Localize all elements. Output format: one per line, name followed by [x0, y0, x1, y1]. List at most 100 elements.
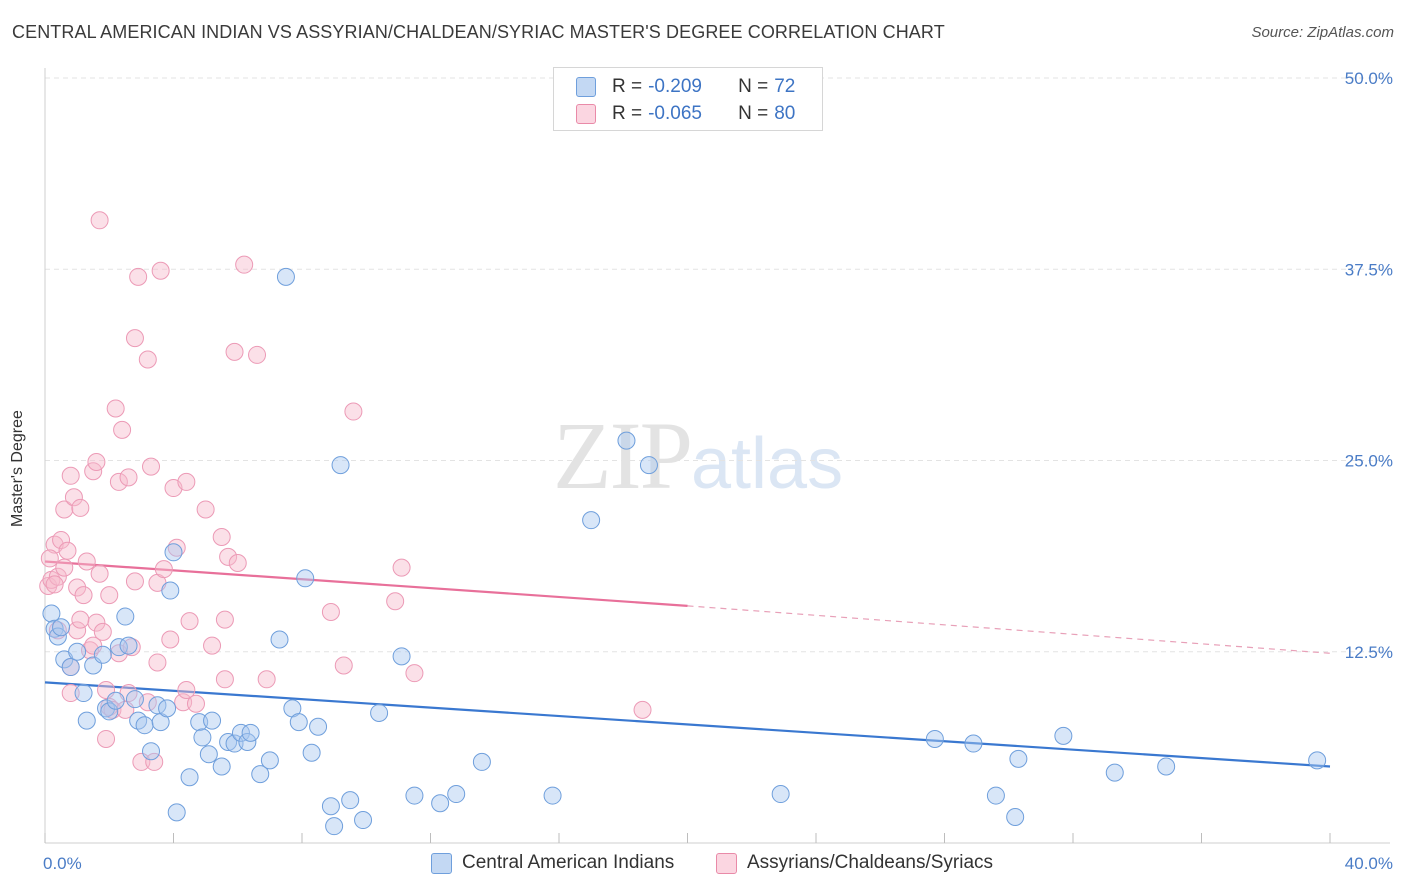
- pink-point: [633, 700, 652, 719]
- pink-point: [148, 653, 167, 672]
- bottom-legend-pink: Assyrians/Chaldeans/Syriacs: [716, 852, 993, 874]
- pink-point: [177, 472, 196, 491]
- blue-point: [93, 645, 112, 664]
- blue-point: [193, 728, 212, 747]
- pink-point: [142, 457, 161, 476]
- pink-point: [215, 670, 234, 689]
- blue-point: [225, 734, 244, 753]
- blue-point: [543, 786, 562, 805]
- y-tick-label: 50.0%: [1345, 69, 1393, 88]
- blue-point: [212, 757, 231, 776]
- blue-point: [61, 658, 80, 677]
- blue-point: [241, 723, 260, 742]
- blue-point: [135, 716, 154, 735]
- pink-point: [74, 586, 93, 605]
- pink-point: [151, 261, 170, 280]
- correlation-legend: R = -0.209 N = 72 R = -0.065 N = 80: [553, 67, 823, 131]
- pink-point: [45, 575, 64, 594]
- pink-point: [55, 558, 74, 577]
- blue-point: [251, 765, 270, 784]
- watermark-zip: ZIP: [553, 402, 693, 509]
- pink-point: [90, 211, 109, 230]
- legend-row-pink: R = -0.065 N = 80: [576, 101, 795, 127]
- pink-point: [84, 636, 103, 655]
- pink-point: [186, 694, 205, 713]
- pink-point: [257, 670, 276, 689]
- trend-lines: [44, 560, 1331, 768]
- bottom-legend-label-pink: Assyrians/Chaldeans/Syriacs: [747, 852, 994, 873]
- blue-point: [161, 581, 180, 600]
- pink-point: [203, 636, 222, 655]
- blue-point: [199, 745, 218, 764]
- blue-point: [219, 733, 238, 752]
- blue-point: [296, 569, 315, 588]
- pink-point: [321, 602, 340, 621]
- blue-point: [771, 785, 790, 804]
- pink-point: [48, 621, 67, 640]
- blue-trend-line: [44, 681, 1331, 768]
- pink-point: [177, 681, 196, 699]
- blue-point: [74, 684, 93, 703]
- blue-point: [1157, 757, 1176, 776]
- bottom-legend-swatch-blue: [431, 852, 452, 874]
- blue-point: [1006, 807, 1025, 826]
- legend-n-label: N =: [738, 76, 769, 97]
- pink-point: [125, 572, 144, 591]
- pink-point: [334, 656, 353, 675]
- blue-point: [964, 734, 983, 753]
- chart-title: CENTRAL AMERICAN INDIAN VS ASSYRIAN/CHAL…: [12, 22, 945, 42]
- blue-point: [1054, 726, 1073, 745]
- pink-point: [93, 622, 112, 641]
- blue-point: [231, 723, 250, 742]
- blue-point: [472, 752, 491, 771]
- legend-r-label: R =: [612, 103, 643, 124]
- blue-point: [125, 690, 144, 709]
- blue-point: [129, 711, 148, 730]
- pink-point: [125, 329, 144, 348]
- pink-point: [386, 592, 405, 611]
- pink-point: [196, 500, 215, 519]
- pink-point: [235, 255, 254, 274]
- pink-point: [77, 552, 96, 571]
- blue-point: [158, 699, 177, 718]
- legend-swatch-pink: [576, 104, 596, 124]
- blue-point: [190, 713, 209, 732]
- pink-trend-line: [44, 560, 688, 607]
- pink-point: [161, 630, 180, 649]
- pink-point: [180, 612, 199, 631]
- y-tick-label: 37.5%: [1345, 260, 1393, 279]
- watermark: ZIPatlas: [553, 400, 843, 511]
- blue-point: [167, 803, 186, 822]
- legend-r-label: R =: [612, 76, 643, 97]
- legend-r-value: -0.209: [648, 76, 702, 97]
- blue-point: [142, 742, 161, 761]
- pink-point: [212, 528, 231, 546]
- blue-point: [42, 604, 61, 623]
- pink-point: [405, 664, 424, 683]
- pink-point: [215, 610, 234, 629]
- blue-point: [354, 811, 373, 830]
- pink-point: [129, 267, 148, 286]
- blue-point: [431, 794, 450, 813]
- blue-point: [68, 642, 87, 661]
- blue-point: [341, 791, 360, 810]
- pink-point: [90, 564, 109, 583]
- blue-point: [331, 456, 350, 475]
- pink-point: [68, 578, 87, 597]
- blue-point: [270, 630, 289, 649]
- blue-point: [321, 797, 340, 816]
- x-tick-label: 40.0%: [1345, 854, 1393, 873]
- blue-point: [77, 711, 96, 730]
- pink-point: [71, 610, 90, 629]
- blue-point: [164, 543, 183, 562]
- source-label: Source: ZipAtlas.com: [1251, 24, 1394, 41]
- blue-point: [370, 703, 389, 722]
- blue-point: [986, 786, 1005, 805]
- pink-point: [58, 541, 77, 560]
- bottom-legend-label-blue: Central American Indians: [462, 852, 675, 873]
- legend-n-value: 80: [774, 103, 796, 124]
- grid-lines: [45, 77, 1390, 653]
- blue-point: [52, 618, 71, 637]
- y-tick-label: 12.5%: [1345, 643, 1393, 662]
- blue-point: [260, 751, 279, 770]
